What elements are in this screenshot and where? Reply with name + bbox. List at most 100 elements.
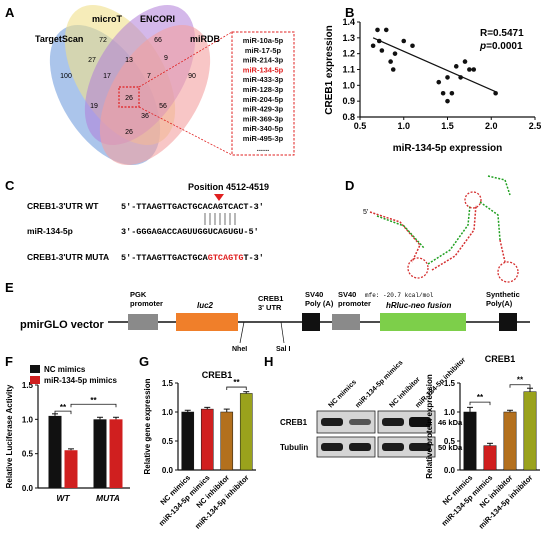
chart-title: CREB1 — [485, 354, 516, 364]
scatter-point — [445, 98, 450, 104]
position-marker-icon — [214, 194, 224, 201]
panel-b-letter: B — [345, 5, 354, 20]
sig-bracket — [469, 401, 491, 406]
hrluc-label: hRluc-neo fusion — [386, 301, 451, 310]
sig-bracket — [226, 386, 247, 391]
scatter-point — [388, 59, 393, 64]
blot-band — [382, 418, 404, 426]
pgk-promoter-box — [128, 314, 158, 330]
mirna-list-item: miR-17-5p — [245, 46, 282, 55]
label-line: promoter — [130, 299, 163, 308]
x-tick-label: 1.5 — [441, 121, 454, 131]
base-pairing-lines — [204, 213, 236, 225]
blot-panel-tubulin-left — [316, 436, 376, 458]
mirna-list-item: miR-134-5p — [243, 65, 284, 74]
scatter-point — [458, 75, 463, 80]
venn-highlight-box — [118, 86, 140, 108]
blot-panel-creb1-left — [316, 410, 376, 434]
gene-expression-chart: 0.0 0.5 1.0 1.5 Relative gene expression CREB… — [143, 370, 256, 531]
y-axis-label: Relative protein expression — [425, 374, 434, 479]
venn-diagram — [49, 5, 211, 165]
venn-label-microt: microT — [92, 14, 123, 24]
venn-label-mirdb: miRDB — [190, 34, 221, 44]
mfe-label: mfe: -20.7 kcal/mol — [365, 292, 434, 299]
bar — [181, 411, 195, 471]
seq-label-mir: miR-134-5p — [27, 226, 73, 236]
group-label: WT — [56, 493, 70, 503]
y-tick-label: 1.0 — [162, 408, 174, 417]
bar — [48, 415, 62, 488]
x-tick-label: 0.5 — [354, 121, 367, 131]
legend-label: NC mimics — [44, 365, 86, 374]
bar — [463, 411, 477, 471]
bar — [64, 450, 78, 488]
rna-loop — [407, 257, 429, 279]
venn-count: 36 — [141, 113, 149, 120]
mirna-list-item: miR-495-3p — [243, 134, 284, 143]
bar — [109, 419, 123, 488]
label-line: Poly(A) — [486, 299, 513, 308]
sv40-polya-box — [302, 313, 320, 331]
scatter-point — [390, 67, 396, 72]
y-tick-label: 0.5 — [444, 437, 456, 446]
group-label: MUTA — [96, 493, 120, 503]
sig-bracket — [54, 410, 72, 415]
rna-strand-green — [427, 204, 471, 265]
sig-marker: ** — [517, 376, 524, 385]
panel-g-letter: G — [139, 354, 149, 369]
scatter-point — [445, 75, 450, 80]
scatter-chart: 0.5 1.0 1.5 2.0 2.5 0.8 0.9 1.0 1.1 1.2 1.3 1.4 R=0.… — [324, 17, 541, 154]
binding-position-label: Position 4512-4519 — [188, 182, 269, 192]
scatter-point — [392, 51, 398, 56]
y-tick-label: 0.5 — [22, 450, 34, 459]
rna-strand-red — [369, 211, 421, 263]
bar — [483, 445, 497, 471]
scatter-point — [462, 59, 468, 64]
rna-strand-green — [479, 201, 501, 241]
scatter-point — [383, 27, 389, 33]
venn-label-encori: ENCORI — [140, 14, 175, 24]
mirna-list-item: miR-214-3p — [243, 56, 284, 65]
nhei-label: NheI — [232, 346, 247, 353]
venn-count: 100 — [60, 73, 72, 80]
mirna-list-item: miR-369-3p — [243, 114, 284, 123]
venn-count: 7 — [147, 73, 151, 80]
scatter-point — [376, 38, 382, 44]
legend-swatch — [30, 365, 40, 373]
bar — [93, 419, 107, 488]
venn-label-targetscan: TargetScan — [35, 34, 83, 44]
hrluc-box — [380, 313, 466, 331]
y-tick-label: 0.0 — [22, 484, 34, 493]
venn-count: 56 — [159, 103, 167, 110]
sv40-promoter-label: SV40 promoter — [338, 290, 371, 308]
scatter-xlabel: miR-134-5p expression — [393, 143, 503, 154]
synthetic-polya-label: Synthetic Poly(A) — [486, 290, 520, 308]
pgk-promoter-label: PGK promoter — [130, 290, 163, 308]
scatter-point — [453, 64, 459, 69]
scatter-point — [401, 38, 407, 44]
x-tick-label: 1.0 — [397, 121, 410, 131]
venn-count: 9 — [164, 55, 168, 62]
label-line: SV40 — [338, 290, 356, 299]
label-line: PGK — [130, 290, 147, 299]
scatter-point — [471, 67, 477, 72]
sig-bracket — [70, 403, 117, 408]
sv40-polya-label: SV40 Poly (A) — [305, 290, 334, 308]
luciferase-chart: 0.0 0.5 1.0 1.5 Relative Luciferase Activity… — [5, 365, 130, 503]
label-line: CREB1 — [258, 294, 283, 303]
blot-band — [321, 418, 343, 426]
zoom-line-top — [138, 31, 233, 88]
seq-muta-mutated: GTCAGTG — [208, 253, 244, 263]
venn-count: 27 — [88, 57, 96, 64]
western-blot — [316, 410, 436, 458]
y-tick-label: 1.5 — [22, 381, 34, 390]
rna-strand-green — [376, 215, 425, 249]
seq-label-muta: CREB1-3'UTR MUTA — [27, 252, 109, 262]
scatter-point — [436, 79, 442, 85]
p-value: =0.0001 — [486, 41, 523, 52]
scatter-point — [440, 90, 446, 96]
y-axis-label: Relative Luciferase Activity — [5, 384, 14, 488]
venn-count: 19 — [90, 103, 98, 110]
mirna-list: miR-10a-5pmiR-17-5pmiR-214-3pmiR-134-5pm… — [243, 36, 284, 153]
